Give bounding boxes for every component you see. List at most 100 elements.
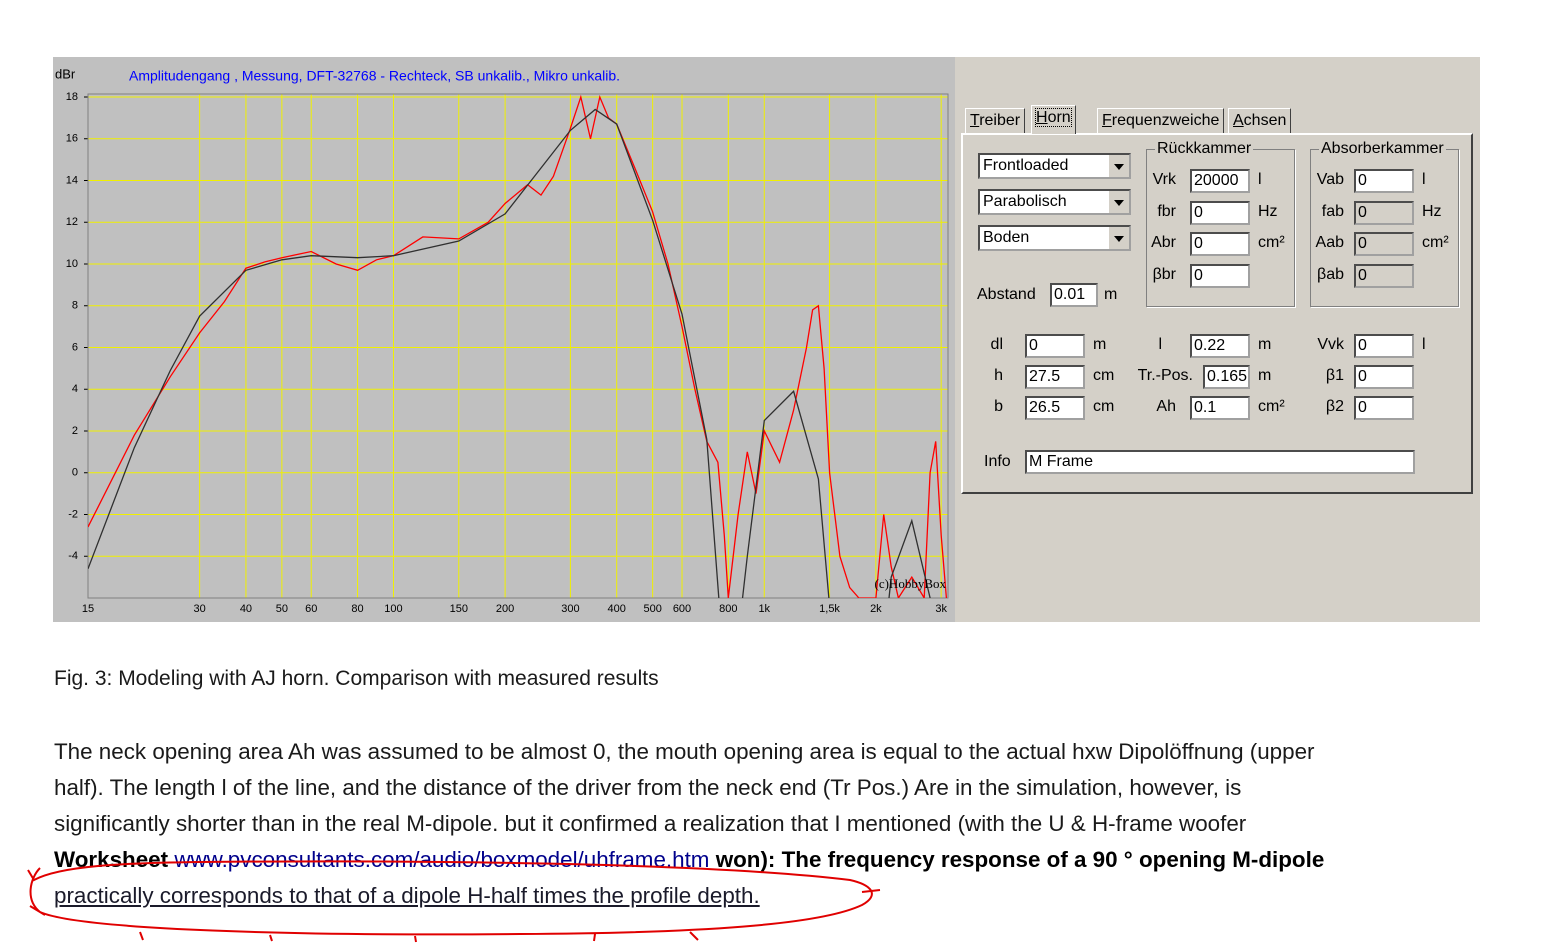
field-unit: cm²	[1258, 234, 1285, 251]
text-input[interactable]: 0	[1354, 201, 1414, 225]
select-arrow[interactable]	[1108, 155, 1129, 177]
select[interactable]: Frontloaded	[978, 153, 1131, 179]
x-tick-label: 3k	[935, 603, 947, 615]
y-tick-label: -2	[68, 508, 78, 520]
x-tick-label: 30	[193, 603, 205, 615]
x-tick-label: 2k	[870, 603, 882, 615]
field-unit: cm	[1093, 367, 1115, 384]
field-unit: cm	[1093, 398, 1115, 415]
tab[interactable]: Achsen	[1228, 108, 1292, 133]
y-tick-label: 6	[72, 341, 78, 353]
paragraph-line: The neck opening area Ah was assumed to …	[54, 739, 1315, 764]
y-tick-label: 8	[72, 300, 78, 312]
ellipse-mark	[27, 860, 881, 943]
text-input[interactable]: 0.01	[1050, 283, 1098, 307]
field-unit: l	[1258, 171, 1262, 188]
x-tick-label: 200	[496, 603, 514, 615]
field-label: Aab	[1315, 234, 1344, 251]
group-title: Absorberkammer	[1319, 140, 1446, 158]
paragraph-line: significantly shorter than in the real M…	[54, 811, 1247, 836]
text-input[interactable]: 0.22	[1190, 334, 1250, 358]
text-input[interactable]: 0	[1190, 264, 1250, 288]
text: practically corresponds to that of a dip…	[54, 883, 760, 908]
field-label: Vvk	[1317, 336, 1344, 353]
field-label: Ah	[1156, 398, 1176, 415]
x-tick-label: 15	[82, 603, 94, 615]
text-input[interactable]: 26.5	[1025, 396, 1085, 420]
field-unit: Hz	[1422, 203, 1442, 220]
text-input[interactable]: 27.5	[1025, 365, 1085, 389]
series-line	[88, 108, 931, 598]
text: won): The frequency response of a 90 ° o…	[715, 847, 1325, 872]
select-value: Frontloaded	[983, 157, 1069, 174]
field-label: Vab	[1316, 171, 1344, 188]
paragraph-line: half). The length l of the line, and the…	[54, 775, 1242, 800]
y-tick-label: 18	[66, 91, 78, 103]
field-label: dl	[990, 336, 1003, 353]
text-input[interactable]: 20000	[1190, 169, 1250, 193]
field-unit: m	[1258, 367, 1272, 384]
select[interactable]: Parabolisch	[978, 189, 1131, 215]
y-tick-label: -4	[68, 550, 78, 562]
y-tick-label: 4	[72, 383, 78, 395]
x-tick-label: 40	[240, 603, 252, 615]
field-label: Tr.-Pos.	[1137, 367, 1193, 384]
tab[interactable]: Frequenzweiche	[1097, 108, 1225, 133]
x-tick-label: 60	[305, 603, 317, 615]
field-label: b	[994, 398, 1003, 415]
text-input[interactable]: 0.1	[1190, 396, 1250, 420]
x-tick-label: 800	[719, 603, 737, 615]
field-label: h	[994, 367, 1003, 384]
field-label: l	[1158, 336, 1162, 353]
text-input[interactable]: M Frame	[1025, 450, 1415, 474]
field-label: Info	[984, 453, 1011, 470]
x-tick-label: 1k	[758, 603, 770, 615]
chart: dBr Amplitudengang , Messung, DFT-32768 …	[53, 57, 955, 622]
x-tick-label: 1,5k	[819, 603, 840, 615]
select-arrow[interactable]	[1108, 191, 1129, 213]
text-input[interactable]: 0.165	[1203, 365, 1250, 389]
x-tick-label: 400	[608, 603, 626, 615]
field-label: β1	[1325, 367, 1344, 384]
tab[interactable]: Treiber	[965, 108, 1026, 133]
field-label: fbr	[1157, 203, 1176, 220]
tab-page	[961, 133, 1473, 494]
text-input[interactable]: 0	[1354, 334, 1414, 358]
field-unit: m	[1093, 336, 1107, 353]
group-title: Rückkammer	[1155, 140, 1254, 158]
text-input[interactable]: 0	[1190, 232, 1250, 256]
field-label: βab	[1317, 266, 1344, 283]
text-input[interactable]: 0	[1354, 396, 1414, 420]
select-value: Boden	[983, 229, 1030, 246]
tab-label: Horn	[1035, 108, 1072, 127]
y-tick-label: 14	[66, 174, 78, 186]
x-tick-label: 80	[351, 603, 363, 615]
text-input[interactable]: 0	[1025, 334, 1085, 358]
field-label: Abstand	[977, 286, 1036, 303]
field-label: fab	[1321, 203, 1344, 220]
link[interactable]: www.pvconsultants.com/audio/boxmodel/uhf…	[174, 847, 710, 872]
text-input[interactable]: 0	[1354, 232, 1414, 256]
select-value: Parabolisch	[983, 193, 1067, 210]
text: Worksheet	[54, 847, 169, 872]
group-box: Rückkammer	[1146, 140, 1295, 307]
field-label: βbr	[1152, 266, 1176, 283]
x-tick-label: 150	[450, 603, 468, 615]
select-arrow[interactable]	[1108, 227, 1129, 249]
select[interactable]: Boden	[978, 225, 1131, 251]
paragraph-line: practically corresponds to that of a dip…	[54, 883, 760, 909]
chart-background	[53, 57, 955, 622]
group-box: Absorberkammer	[1310, 140, 1459, 307]
y-tick-label: 16	[66, 133, 78, 145]
settings-panel: Treiber Horn Frequenzweiche Achsen Front…	[955, 57, 1480, 622]
text-input[interactable]: 0	[1354, 264, 1414, 288]
text-input[interactable]: 0	[1354, 169, 1414, 193]
plot-frame	[87, 93, 949, 599]
series-line	[88, 94, 948, 598]
field-unit: l	[1422, 336, 1426, 353]
text-input[interactable]: 0	[1190, 201, 1250, 225]
tab[interactable]: Horn	[1031, 105, 1076, 134]
text-input[interactable]: 0	[1354, 365, 1414, 389]
